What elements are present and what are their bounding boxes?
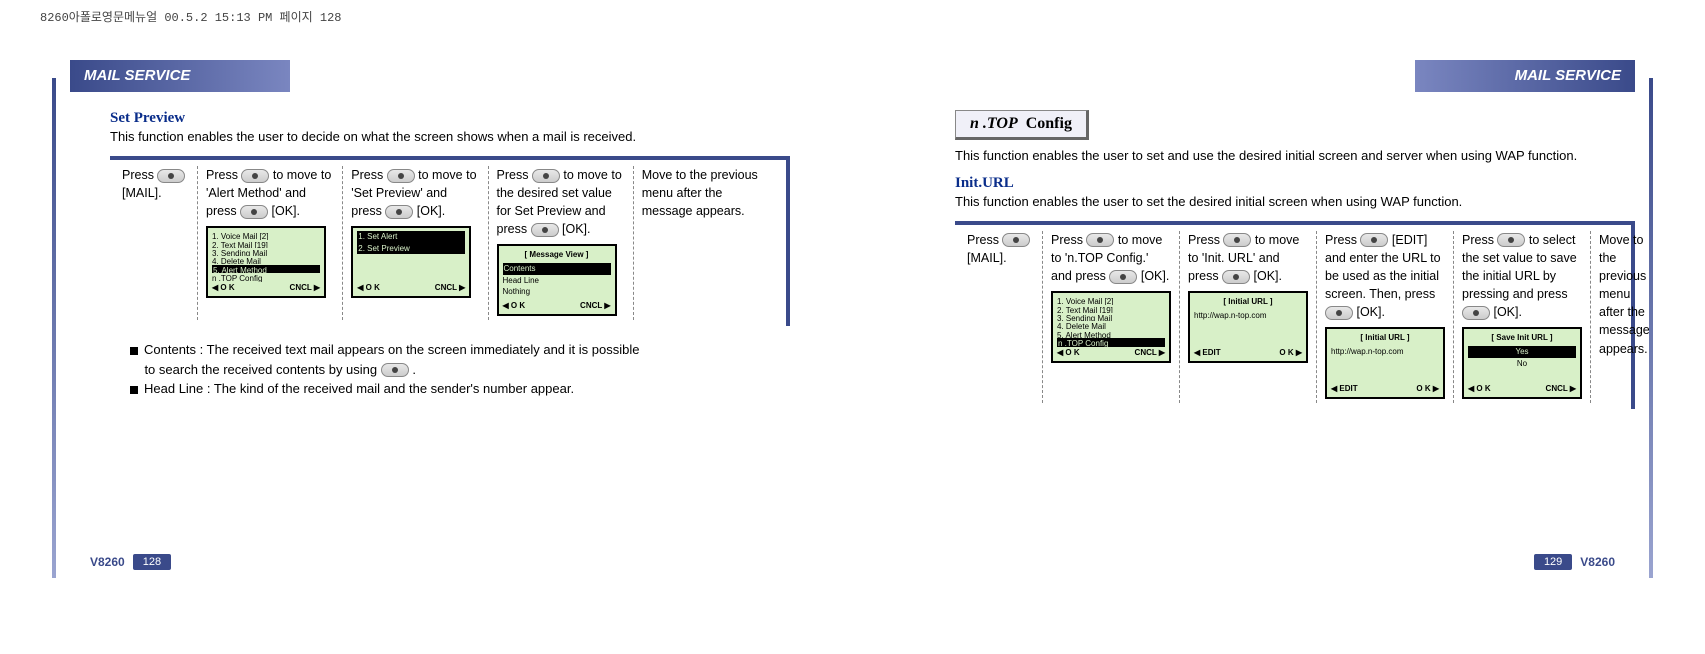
ok-button-icon <box>531 223 559 237</box>
step: Press [MAIL]. <box>963 231 1043 404</box>
nav-button-icon <box>532 169 560 183</box>
step: Press [MAIL]. <box>118 166 198 321</box>
init-url-desc: This function enables the user to set th… <box>955 194 1635 211</box>
init-url-steps-box: Press [MAIL]. Press to move to 'n.TOP Co… <box>955 221 1635 410</box>
set-preview-desc: This function enables the user to decide… <box>110 129 790 146</box>
accent-left <box>52 78 56 578</box>
nav-button-icon <box>1360 233 1388 247</box>
ok-button-icon <box>1109 270 1137 284</box>
ok-button-icon <box>1222 270 1250 284</box>
phone-screen: [ Save Init URL ] Yes No ◀ O KCNCL ▶ <box>1462 327 1582 399</box>
phone-screen: 1. Voice Mail [2] 2. Text Mail [19] 3. S… <box>206 226 326 298</box>
phone-screen: 1. Set Alert 2. Set Preview ◀ O KCNCL ▶ <box>351 226 471 298</box>
banner-left: MAIL SERVICE FUNCTIONS <box>70 60 290 92</box>
step: Press [EDIT] and enter the URL to be use… <box>1321 231 1454 404</box>
nav-button-icon <box>381 363 409 377</box>
step: Press to move to 'Init. URL' and press [… <box>1184 231 1317 404</box>
page-number: 129 <box>1534 554 1572 570</box>
model-label: V8260 <box>90 555 125 569</box>
set-preview-steps-box: Press [MAIL]. Press to move to 'Alert Me… <box>110 156 790 327</box>
notes: Contents : The received text mail appear… <box>130 340 790 399</box>
right-page: MAIL SERVICE FUNCTIONS n .TOP Config Thi… <box>865 30 1685 590</box>
model-label: V8260 <box>1580 555 1615 569</box>
nav-button-icon <box>1002 233 1030 247</box>
set-preview-title: Set Preview <box>110 110 790 127</box>
phone-screen: [ Initial URL ] http://wap.n-top.com ◀ E… <box>1188 291 1308 363</box>
accent-right <box>1649 78 1653 578</box>
init-url-title: Init.URL <box>955 175 1635 192</box>
banner-right: MAIL SERVICE FUNCTIONS <box>1415 60 1635 92</box>
phone-screen: [ Initial URL ] http://wap.n-top.com ◀ E… <box>1325 327 1445 399</box>
step: Press to move to the desired set value f… <box>493 166 634 321</box>
nav-button-icon <box>157 169 185 183</box>
ok-button-icon <box>1325 306 1353 320</box>
ok-button-icon <box>385 205 413 219</box>
step: Press to move to 'n.TOP Config.' and pre… <box>1047 231 1180 404</box>
phone-screen: [ Message View ] Contents Head Line Noth… <box>497 244 617 316</box>
crop-mark: 8260아폴로영문메뉴얼 00.5.2 15:13 PM 페이지 128 <box>40 8 341 25</box>
bullet-icon <box>130 347 138 355</box>
step: Press to select the set value to save th… <box>1458 231 1591 404</box>
config-desc: This function enables the user to set an… <box>955 148 1635 165</box>
nav-button-icon <box>1223 233 1251 247</box>
step: Press to move to 'Set Preview' and press… <box>347 166 488 321</box>
nav-button-icon <box>1497 233 1525 247</box>
phone-screen: 1. Voice Mail [2] 2. Text Mail [19] 3. S… <box>1051 291 1171 363</box>
left-page: MAIL SERVICE FUNCTIONS Set Preview This … <box>20 30 840 590</box>
step: Move to the previous menu after the mess… <box>638 166 778 321</box>
ok-button-icon <box>1462 306 1490 320</box>
note-text: Head Line : The kind of the received mai… <box>144 381 574 396</box>
config-badge: n .TOP Config <box>955 110 1089 140</box>
nav-button-icon <box>1086 233 1114 247</box>
ok-button-icon <box>240 205 268 219</box>
page-number: 128 <box>133 554 171 570</box>
nav-button-icon <box>241 169 269 183</box>
page-footer: V8260 128 <box>90 554 171 570</box>
bullet-icon <box>130 386 138 394</box>
nav-button-icon <box>387 169 415 183</box>
step: Press to move to 'Alert Method' and pres… <box>202 166 343 321</box>
page-footer: 129 V8260 <box>1534 554 1615 570</box>
